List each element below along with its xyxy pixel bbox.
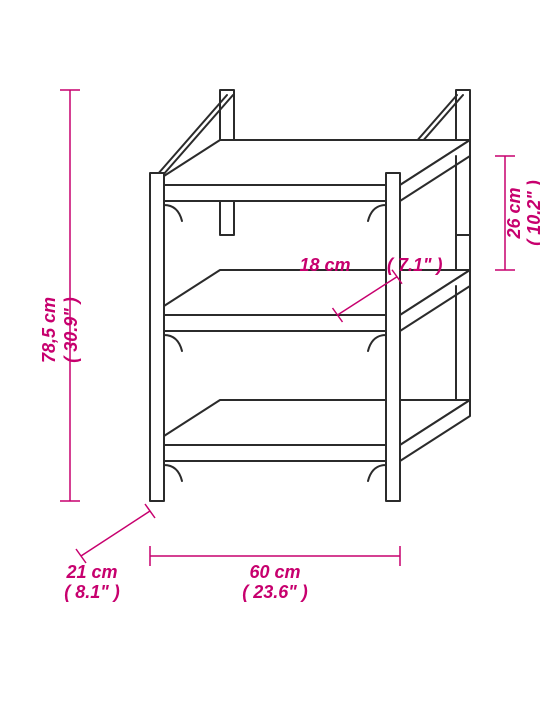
dim-shelf-gap: 26 cm ( 10.2" )	[495, 156, 540, 270]
dim-height: 78,5 cm ( 30.9" )	[39, 90, 81, 501]
dim-inner-cm: 18 cm	[300, 255, 351, 275]
dim-gap-in: ( 10.2" )	[524, 180, 540, 246]
diagram-stage: 78,5 cm ( 30.9" ) 26 cm ( 10.2" ) 18 cm …	[0, 0, 540, 720]
dim-width-in: ( 23.6" )	[242, 582, 308, 602]
dim-gap-cm: 26 cm	[504, 187, 524, 239]
dim-inner-in: ( 7.1" )	[387, 255, 443, 275]
dim-width-cm: 60 cm	[249, 562, 300, 582]
dim-width: 60 cm ( 23.6" )	[150, 546, 400, 602]
dim-depth-tick-b	[145, 504, 155, 518]
dimension-diagram: 78,5 cm ( 30.9" ) 26 cm ( 10.2" ) 18 cm …	[0, 0, 540, 720]
dim-depth-cm: 21 cm	[65, 562, 117, 582]
dim-depth: 21 cm ( 8.1" )	[64, 504, 155, 602]
dim-height-cm: 78,5 cm	[39, 297, 59, 363]
dim-depth-line	[81, 511, 150, 556]
dim-depth-tick-a	[76, 549, 86, 563]
dim-height-label: 78,5 cm ( 30.9" )	[39, 297, 81, 363]
dim-depth-in: ( 8.1" )	[64, 582, 120, 602]
dim-height-in: ( 30.9" )	[61, 297, 81, 363]
shelf-product-outline	[150, 90, 470, 501]
dim-gap-label: 26 cm ( 10.2" )	[504, 180, 540, 246]
